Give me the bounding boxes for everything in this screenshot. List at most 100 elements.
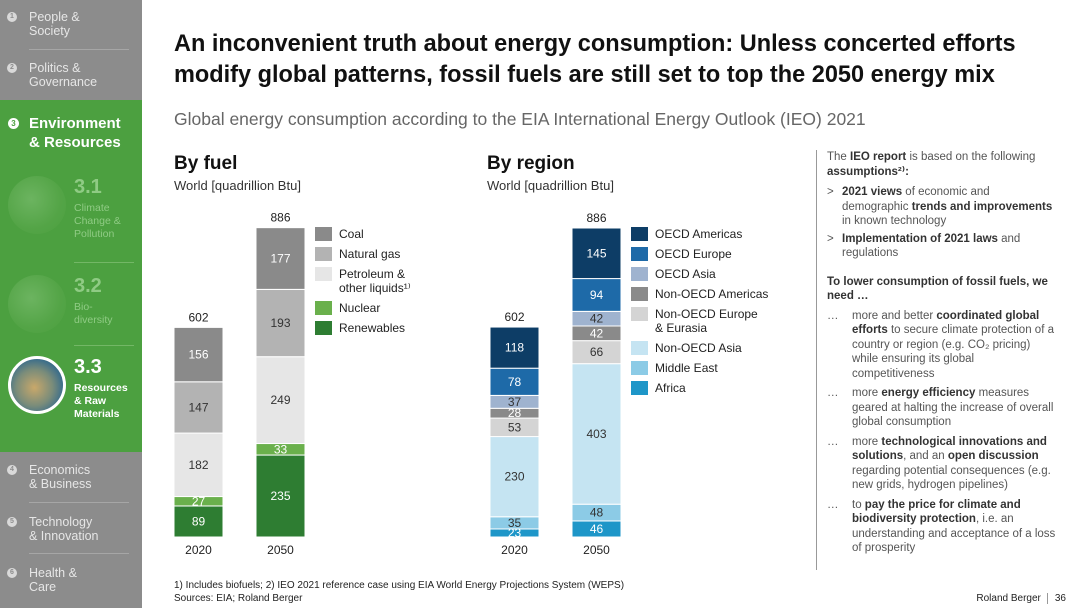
bullet-marker: > — [827, 186, 834, 198]
nav-label: Politics & Governance — [29, 61, 98, 89]
assumptions-intro: The IEO report is based on the following… — [827, 150, 1056, 179]
legend-label: Africa — [655, 381, 686, 395]
text: , i.e. an understanding and acceptance o… — [852, 513, 1056, 554]
text: measures geared at halting the increase … — [852, 387, 1054, 428]
legend-swatch — [631, 361, 648, 375]
text-bold: trends and improvements — [911, 200, 1053, 213]
text-bold: 2021 views — [842, 186, 903, 198]
data-label-coal-2020: 156 — [188, 348, 208, 362]
page-title: An inconvenient truth about energy consu… — [174, 30, 1016, 88]
text: of economic and demographic — [842, 186, 990, 213]
text: , and an — [903, 450, 948, 462]
data-label-oecd-asia-2050: 42 — [590, 312, 604, 326]
need-item: … more and better coordinated global effo… — [827, 309, 1056, 382]
legend-swatch — [631, 247, 648, 261]
bar-segment-coal-2020 — [173, 326, 224, 383]
climate-thumbnail-icon — [8, 176, 66, 234]
legend-label: Coal — [339, 227, 364, 241]
assumptions-panel: The IEO report is based on the following… — [816, 150, 1056, 570]
sources-text: Sources: EIA; Roland Berger — [174, 592, 303, 604]
sidebar: 1 People & Society 2 Politics & Governan… — [0, 0, 142, 608]
bar-segment-oecd-americas-2050 — [571, 227, 622, 280]
bar-segment-petroleum-other-liquids-2050 — [255, 356, 306, 445]
bar-segment-renewables-2020 — [173, 505, 224, 538]
data-label-non-oecd-asia-2050: 403 — [586, 427, 606, 441]
data-label-oecd-europe-2050: 94 — [590, 288, 604, 302]
total-label-2020: 602 — [188, 310, 208, 324]
bullet-marker: > — [827, 232, 834, 245]
bar-segment-oecd-europe-2050 — [571, 278, 622, 312]
bar-segment-natural-gas-2050 — [255, 288, 306, 358]
legend-label: Natural gas — [339, 247, 401, 261]
legend-label: Non-OECD Europe & Eurasia — [655, 307, 758, 335]
page-number: 36 — [1046, 593, 1066, 604]
text: more and better — [852, 309, 937, 322]
nav-number-badge: 6 — [7, 568, 17, 578]
region-chart-unit: World [quadrillion Btu] — [487, 178, 614, 193]
data-label-oecd-europe-2020: 78 — [508, 375, 522, 389]
total-label-2020: 602 — [504, 310, 524, 324]
nav-label: Environment & Resources — [29, 115, 121, 151]
ellipsis-marker: … — [827, 309, 840, 322]
text: more — [852, 387, 882, 399]
ellipsis-marker: … — [827, 387, 840, 399]
data-label-renewables-2050: 235 — [270, 489, 290, 503]
nav-label: Technology & Innovation — [29, 515, 99, 543]
divider — [29, 502, 129, 503]
footnote-text: 1) Includes biofuels; 2) IEO 2021 refere… — [174, 580, 625, 591]
bar-segment-non-oecd-asia-2050 — [571, 363, 622, 505]
nav-number-badge: 5 — [7, 517, 17, 527]
divider — [74, 262, 134, 263]
legend-swatch — [631, 227, 648, 241]
subnav-number: 3.2 — [74, 275, 102, 297]
text: and regulations — [842, 232, 1021, 260]
data-label-non-oecd-americas-2020: 28 — [508, 406, 522, 420]
data-label-oecd-americas-2020: 118 — [505, 341, 524, 355]
data-label-africa-2020: 23 — [508, 526, 522, 540]
legend-label: Nuclear — [339, 301, 381, 315]
nav-label: Health & Care — [29, 566, 77, 594]
legend-label: Petroleum & other liquids¹⁾ — [339, 267, 411, 295]
legend-swatch — [315, 267, 332, 281]
brand-name: Roland Berger — [976, 593, 1041, 604]
brand-footer: Roland Berger 36 — [976, 593, 1066, 604]
need-item: … more energy efficiency measures geared … — [827, 386, 1056, 430]
legend-label: OECD Americas — [655, 227, 743, 241]
data-label-nuclear-2050: 33 — [274, 442, 288, 456]
nav-number-badge: 4 — [7, 465, 17, 475]
data-label-non-oecd-asia-2020: 230 — [504, 470, 524, 484]
text-bold: Implementation of 2021 laws — [842, 232, 998, 245]
bar-segment-oecd-americas-2020 — [489, 326, 540, 369]
text: regarding potential consequences (e.g. n… — [852, 464, 1051, 492]
legend-label: OECD Asia — [655, 267, 716, 281]
x-tick-label-2050: 2050 — [267, 543, 294, 557]
bar-segment-natural-gas-2020 — [173, 381, 224, 434]
text: to — [852, 498, 865, 511]
subnav-label: Resources & Raw Materials — [74, 382, 128, 420]
divider — [29, 553, 129, 554]
nav-item-environment-resources[interactable]: 3 Environment & Resources 3.1 Climate Ch… — [0, 100, 142, 452]
x-tick-label-2050: 2050 — [583, 543, 610, 557]
x-tick-label-2020: 2020 — [185, 543, 212, 557]
footnotes: 1) Includes biofuels; 2) IEO 2021 refere… — [174, 580, 624, 605]
fuel-chart-unit: World [quadrillion Btu] — [174, 178, 301, 193]
text: The — [827, 151, 851, 163]
nav-label: People & Society — [29, 10, 80, 38]
data-label-nuclear-2020: 27 — [192, 494, 206, 508]
text-bold: energy efficiency — [881, 387, 976, 399]
assumption-item: >2021 views of economic and demographic … — [827, 185, 1056, 229]
data-label-natural-gas-2020: 147 — [188, 400, 208, 414]
biodiversity-thumbnail-icon — [8, 275, 66, 333]
bar-segment-petroleum-other-liquids-2020 — [173, 432, 224, 498]
bar-segment-non-oecd-asia-2020 — [489, 436, 540, 518]
bar-segment-renewables-2050 — [255, 454, 306, 538]
ellipsis-marker: … — [827, 435, 840, 448]
data-label-africa-2050: 46 — [590, 522, 604, 536]
fuel-chart-title: By fuel — [174, 153, 238, 174]
text-bold: coordinated global efforts — [852, 309, 1040, 337]
data-label-non-oecd-americas-2050: 42 — [590, 326, 604, 340]
legend-swatch — [631, 307, 648, 321]
subnav-number: 3.3 — [74, 356, 102, 378]
legend-label: Non-OECD Americas — [655, 287, 769, 301]
